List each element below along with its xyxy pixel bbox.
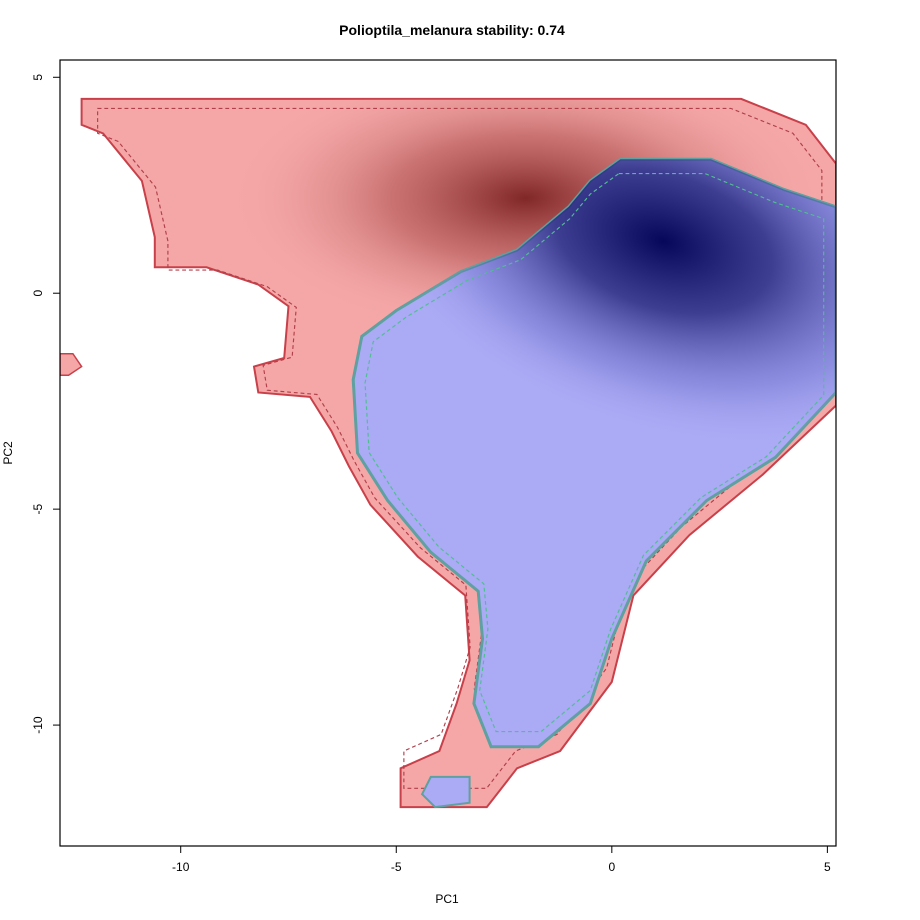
y-axis-label: PC2 <box>1 441 15 465</box>
chart-title: Polioptila_melanura stability: 0.74 <box>339 22 565 38</box>
plot-area <box>60 97 836 809</box>
y-tick-label: -5 <box>31 503 45 514</box>
y-tick-label: 0 <box>31 290 45 297</box>
x-axis-label: PC1 <box>435 892 459 906</box>
x-tick-label: -10 <box>172 860 190 874</box>
x-axis: -10 -5 0 5 <box>172 846 831 874</box>
blue-density-peak <box>353 159 836 448</box>
y-tick-label: -10 <box>31 716 45 734</box>
blue-island-region <box>420 775 471 809</box>
blue-density-peak-group <box>353 159 836 448</box>
y-axis: 5 0 -5 -10 <box>31 74 60 734</box>
blue-dashed-contour <box>364 172 825 733</box>
x-tick-label: -5 <box>391 860 402 874</box>
plot-frame <box>59 59 837 847</box>
x-tick-label: 5 <box>824 860 831 874</box>
x-tick-label: 0 <box>608 860 615 874</box>
red-fragment-region <box>60 352 83 377</box>
y-tick-label: 5 <box>31 74 45 81</box>
